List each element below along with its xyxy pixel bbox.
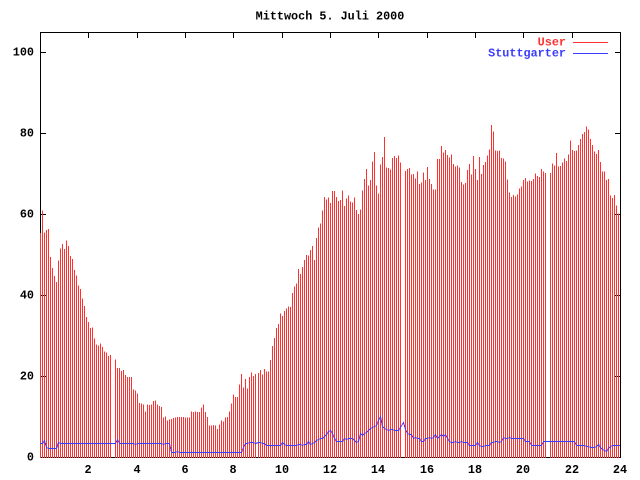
svg-text:60: 60 [20,208,34,222]
svg-text:12: 12 [323,463,337,477]
svg-text:Stuttgarter: Stuttgarter [488,47,566,61]
svg-text:6: 6 [181,463,188,477]
svg-text:20: 20 [20,370,34,384]
svg-text:18: 18 [468,463,482,477]
svg-text:4: 4 [133,463,140,477]
svg-text:Mittwoch 5. Juli 2000: Mittwoch 5. Juli 2000 [256,9,405,23]
svg-text:24: 24 [613,463,627,477]
svg-text:0: 0 [27,451,34,465]
svg-text:40: 40 [20,289,34,303]
svg-text:100: 100 [13,46,34,60]
svg-text:16: 16 [420,463,434,477]
svg-text:22: 22 [565,463,579,477]
svg-text:20: 20 [516,463,530,477]
svg-text:8: 8 [229,463,236,477]
svg-text:User: User [538,36,566,50]
svg-text:14: 14 [371,463,385,477]
svg-text:2: 2 [84,463,91,477]
svg-text:10: 10 [275,463,289,477]
svg-text:80: 80 [20,127,34,141]
